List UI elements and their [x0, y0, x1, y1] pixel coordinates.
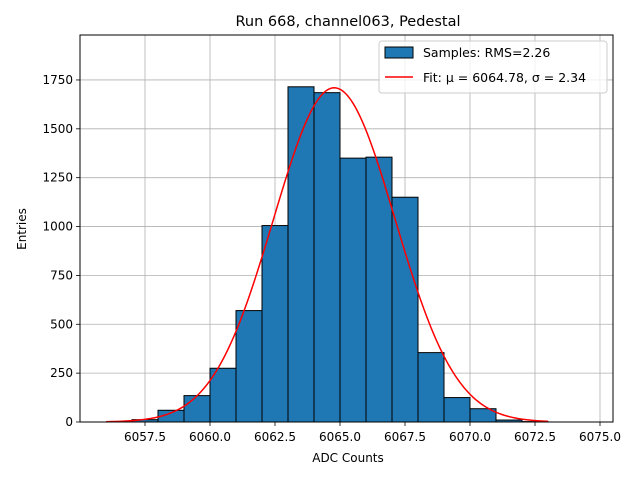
y-tick-label: 500: [50, 317, 73, 331]
plot-frame: [79, 34, 614, 423]
histogram-bar: [339, 157, 367, 423]
histogram-bar: [391, 196, 419, 423]
legend-label-samples: Samples: RMS=2.26: [423, 45, 550, 60]
x-tick-label: 6070.0: [449, 430, 491, 444]
x-tick-label: 6067.5: [384, 430, 426, 444]
legend-swatch-samples: [384, 46, 414, 59]
x-tick-label: 6075.0: [579, 430, 621, 444]
histogram-bar: [417, 352, 445, 423]
y-axis-label: Entries: [15, 208, 29, 250]
x-tick-label: 6072.5: [514, 430, 556, 444]
y-tick-label: 0: [65, 415, 73, 429]
x-tick-label: 6060.0: [189, 430, 231, 444]
y-tick-label: 1500: [42, 122, 73, 136]
y-axis: 0 250 500 750 1000 1250 1500 1750: [42, 73, 80, 429]
histogram-bar: [261, 225, 289, 423]
histogram-bar: [209, 367, 237, 423]
legend-box: [378, 40, 608, 94]
y-tick-label: 1000: [42, 220, 73, 234]
x-tick-label: 6057.5: [124, 430, 166, 444]
y-tick-label: 1750: [42, 73, 73, 87]
x-axis: 6057.5 6060.0 6062.5 6065.0 6067.5 6070.0 6072…: [124, 422, 621, 444]
legend-label-fit: Fit: μ = 6064.78, σ = 2.34: [423, 70, 586, 85]
y-tick-label: 250: [50, 366, 73, 380]
chart-title: Run 668, channel063, Pedestal: [235, 14, 460, 30]
x-axis-label: ADC Counts: [312, 451, 384, 465]
fit-curve: [105, 87, 549, 423]
y-tick-label: 1250: [42, 171, 73, 185]
x-tick-label: 6065.0: [319, 430, 361, 444]
legend: Samples: RMS=2.26 Fit: μ = 6064.78, σ = …: [378, 40, 608, 94]
histogram-bar: [313, 92, 341, 423]
histogram-bar: [287, 86, 315, 423]
histogram-bar: [443, 397, 471, 423]
x-tick-label: 6062.5: [254, 430, 296, 444]
histogram-bar: [235, 310, 263, 423]
y-tick-label: 750: [50, 268, 73, 282]
histogram-bar: [183, 395, 211, 423]
histogram-bars: [131, 86, 549, 423]
